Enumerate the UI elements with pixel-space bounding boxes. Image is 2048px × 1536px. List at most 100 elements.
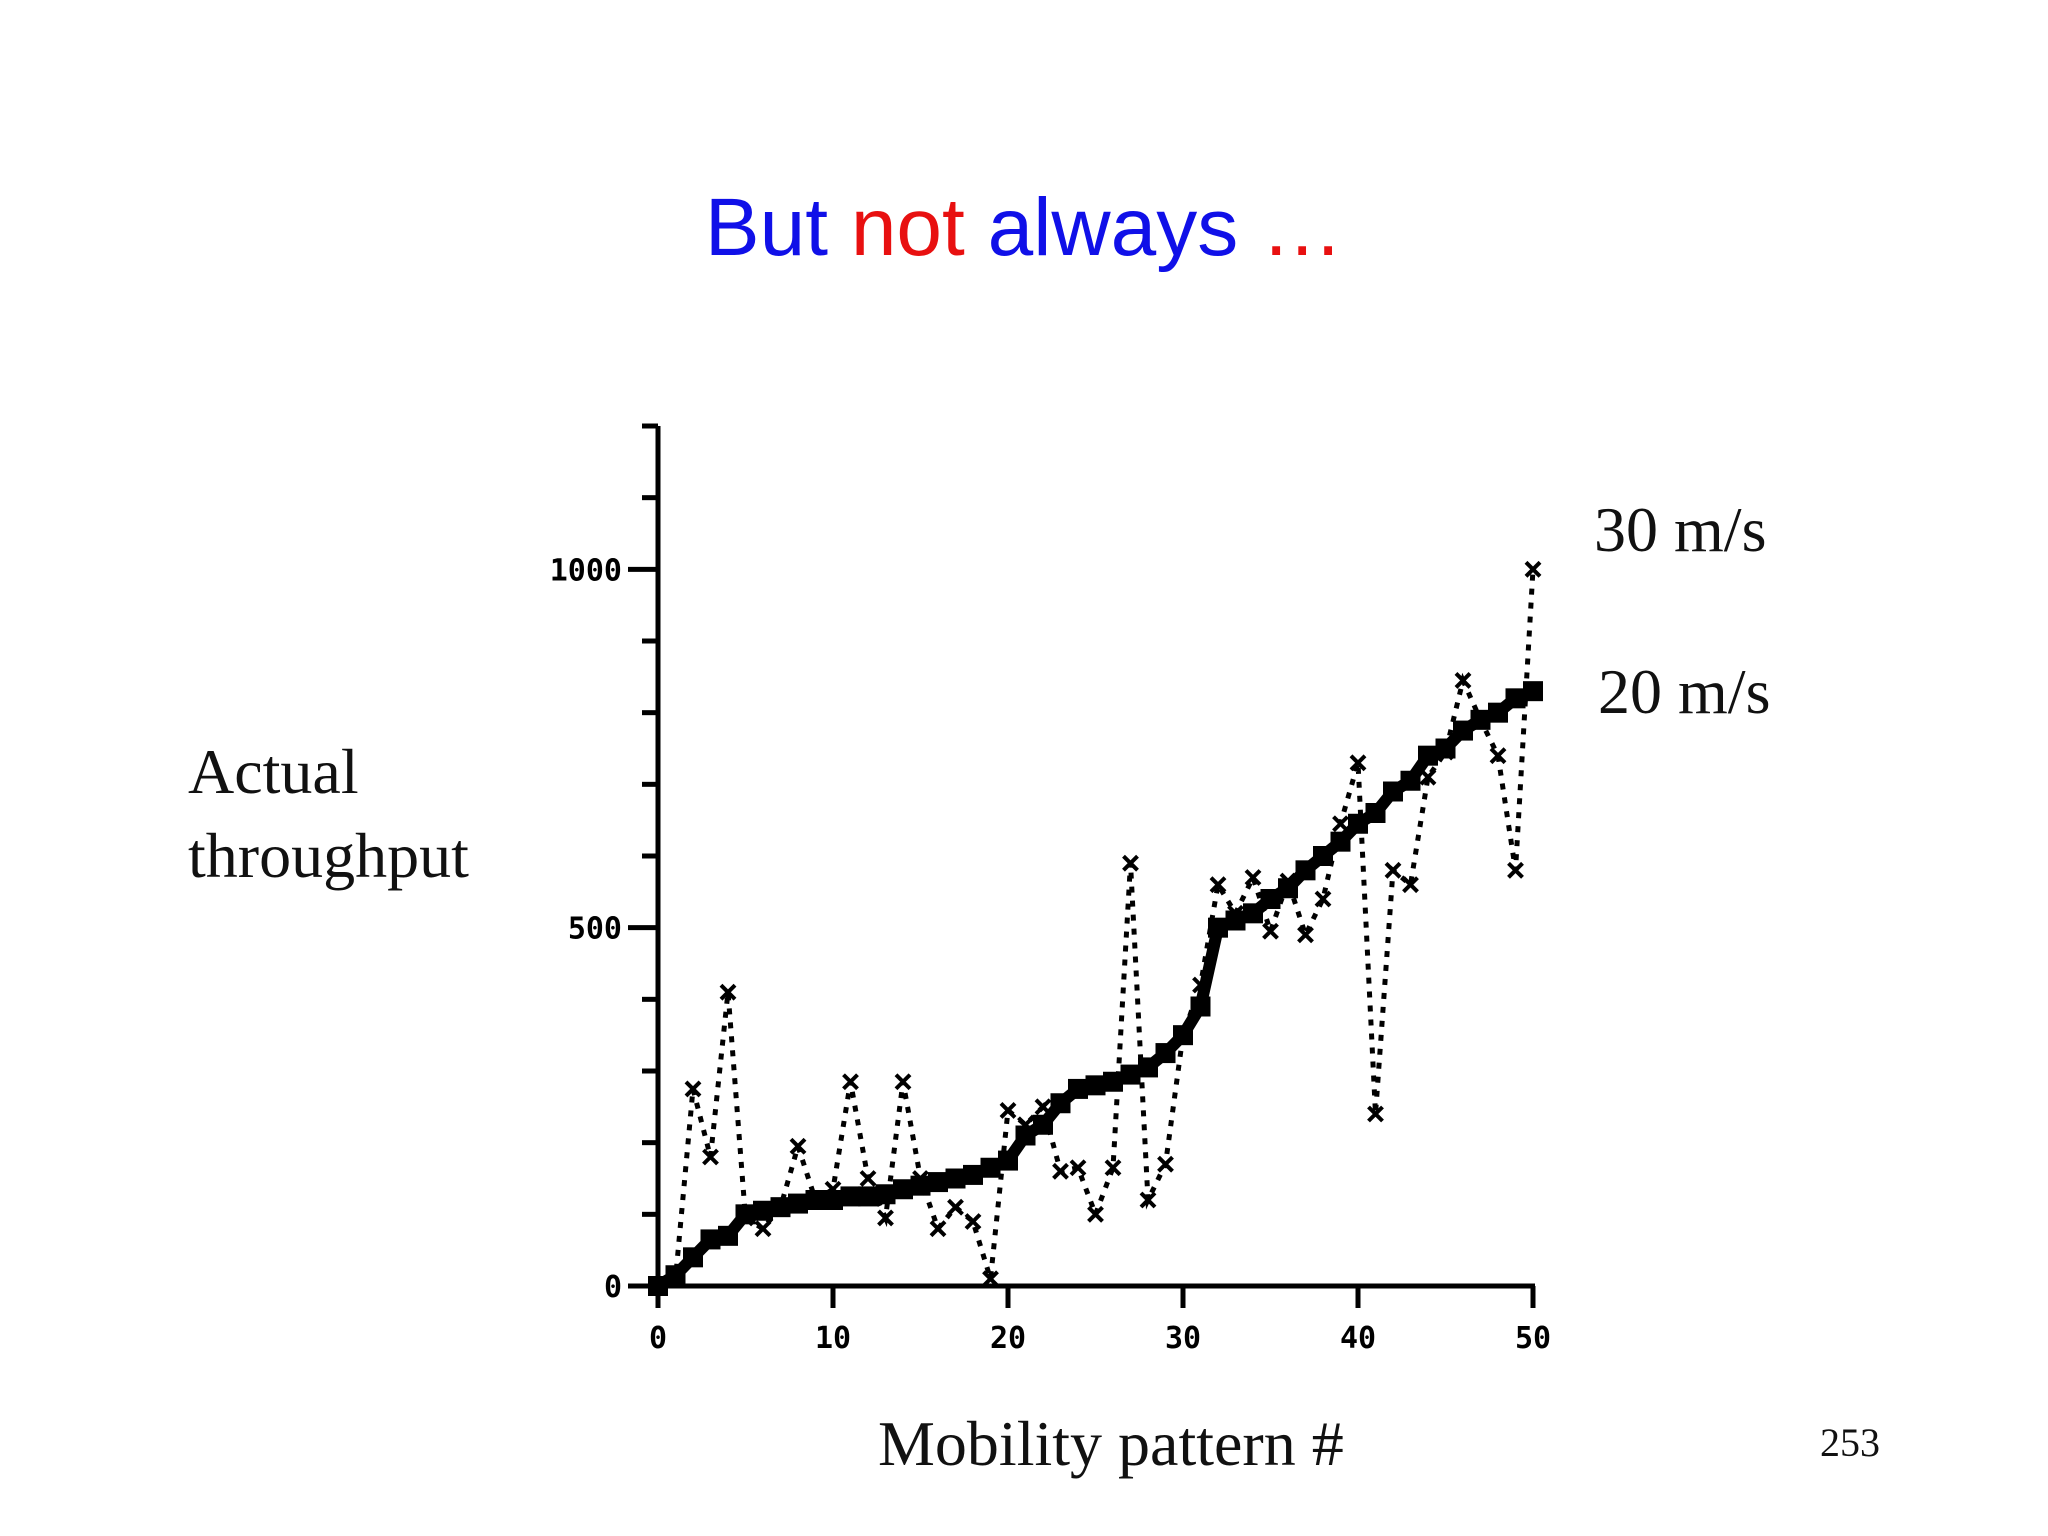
series-30ms-point	[789, 1137, 807, 1155]
series-20ms-point	[1400, 770, 1421, 791]
series-30ms-point	[1402, 876, 1419, 894]
slide-number: 253	[1820, 1420, 1880, 1465]
series-20ms-point	[980, 1157, 1001, 1178]
series-20ms-point	[1085, 1075, 1106, 1096]
series-20ms-point	[700, 1229, 721, 1250]
series-30ms-point	[929, 1220, 947, 1238]
series-20ms-point	[858, 1186, 878, 1207]
series-30ms-point	[982, 1270, 999, 1288]
series-20ms-point	[1208, 917, 1228, 938]
series-20ms-point	[945, 1168, 966, 1189]
series-20ms-point	[1173, 1025, 1193, 1046]
series-30ms-point	[702, 1148, 719, 1166]
series-20ms-point	[963, 1164, 983, 1185]
series-30ms-point	[999, 1102, 1017, 1119]
series-20ms-point	[1348, 813, 1368, 834]
series-label-30ms: 30 m/s	[1594, 494, 1767, 565]
series-30ms-point	[842, 1073, 859, 1091]
series-20ms-point	[1470, 709, 1491, 730]
series-20ms-point	[875, 1184, 896, 1205]
series-30ms-point	[1104, 1159, 1122, 1177]
series-30ms-point	[1367, 1105, 1384, 1123]
series-label-20ms: 20 m/s	[1598, 656, 1771, 727]
series-20ms-point	[1383, 781, 1403, 802]
series-30ms-point	[1454, 672, 1472, 689]
series-30ms-point	[754, 1220, 772, 1238]
series-20ms-point	[928, 1172, 948, 1193]
series-20ms-point	[1295, 860, 1316, 881]
slide-title: But not always …	[0, 178, 2048, 278]
x-tick-label: 50	[1515, 1321, 1551, 1356]
title-word-always: always	[987, 182, 1239, 273]
series-20ms-point	[1138, 1057, 1158, 1078]
series-20ms-point	[1225, 910, 1246, 931]
series-20ms-point	[998, 1150, 1018, 1171]
series-30ms-point	[1069, 1159, 1087, 1177]
series-20ms-point	[1488, 702, 1508, 723]
series-20ms-point	[718, 1225, 738, 1246]
series-30ms-point	[1384, 861, 1402, 879]
title-ellipsis: …	[1261, 182, 1344, 273]
x-tick-label: 20	[990, 1321, 1026, 1356]
series-30ms-point	[1314, 890, 1332, 908]
series-20ms-point	[1155, 1043, 1176, 1064]
y-tick-label: 1000	[550, 553, 622, 588]
x-tick-label: 0	[649, 1321, 667, 1356]
series-20ms-point	[683, 1247, 703, 1268]
series-20ms-point	[1365, 803, 1386, 823]
x-tick-label: 40	[1340, 1321, 1376, 1356]
series-30ms-point	[894, 1073, 912, 1091]
series-30ms-point	[1244, 869, 1262, 886]
series-20ms-point	[788, 1193, 808, 1214]
series-20ms-point	[1120, 1064, 1141, 1085]
series-20ms-point	[735, 1204, 756, 1225]
series-20ms-point	[1418, 745, 1438, 766]
series-20ms-point	[1330, 831, 1351, 852]
series-20ms-point	[648, 1276, 668, 1296]
series-30ms-point	[1052, 1162, 1069, 1180]
x-tick-label: 10	[815, 1321, 851, 1356]
series-20ms-point	[1033, 1114, 1053, 1135]
series-20ms-point	[1313, 846, 1333, 866]
series-20ms-point	[1523, 681, 1543, 702]
series-30ms-point	[947, 1198, 964, 1216]
series-30ms-point	[1349, 754, 1367, 772]
series-30ms-point	[1524, 560, 1542, 578]
series-30ms-point	[1157, 1155, 1174, 1173]
series-20ms-point	[823, 1190, 843, 1210]
series-20ms-point	[1068, 1078, 1088, 1099]
series-30ms-line	[657, 569, 1536, 1289]
series-20ms-point	[1260, 889, 1281, 909]
series-30ms-point	[877, 1209, 894, 1227]
x-axis-label: Mobility pattern #	[878, 1408, 1344, 1479]
series-30ms-point	[1489, 747, 1507, 765]
series-20ms-point	[1050, 1093, 1071, 1114]
series-30ms-point	[684, 1080, 702, 1098]
series-30ms-point	[964, 1213, 982, 1230]
y-tick-label: 0	[604, 1270, 622, 1305]
series-20ms-point	[753, 1200, 773, 1221]
series-30ms-point	[1507, 861, 1524, 879]
series-20ms-point	[1435, 738, 1456, 759]
title-word-not: not	[850, 182, 965, 273]
series-20ms-point	[840, 1186, 861, 1207]
series-20ms-point	[665, 1265, 686, 1286]
series-30ms-point	[1297, 926, 1314, 944]
series-20ms-point	[893, 1179, 913, 1200]
series-30ms-point	[1209, 876, 1227, 894]
series-20ms-point	[1015, 1125, 1036, 1146]
series-30ms-point	[1262, 922, 1279, 940]
series-30ms-point	[1139, 1191, 1157, 1209]
x-tick-label: 30	[1165, 1321, 1201, 1356]
series-20ms-point	[1243, 903, 1263, 924]
title-word-but: But	[704, 182, 829, 273]
series-20ms-point	[1278, 878, 1298, 899]
y-axis-label: Actual throughput	[188, 730, 469, 898]
y-axis-label-line1: Actual	[188, 736, 359, 807]
series-20ms-point	[1190, 996, 1211, 1017]
series-30ms-point	[1087, 1205, 1104, 1223]
series-30ms-point	[1122, 854, 1139, 872]
series-30ms-point	[859, 1170, 877, 1187]
series-20ms-point	[1453, 720, 1473, 741]
